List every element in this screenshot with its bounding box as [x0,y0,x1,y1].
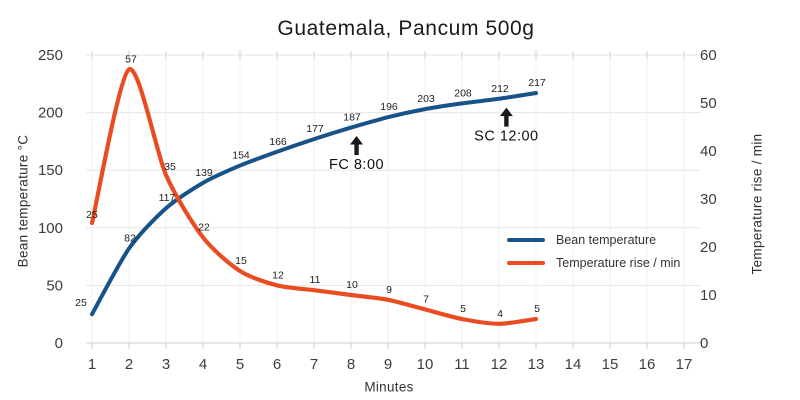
bean-temp-value-label: 82 [124,233,136,245]
x-tick-label: 4 [199,356,207,373]
up-arrow-icon [499,107,513,127]
temp-rise-value-label: 11 [310,274,321,286]
temp-rise-value-label: 5 [460,303,466,315]
bean-temp-value-label: 117 [159,192,176,204]
legend-label: Temperature rise / min [556,256,681,270]
temp-rise-value-label: 7 [423,293,429,305]
temp-rise-value-label: 10 [346,279,358,291]
x-tick-label: 1 [88,356,96,373]
x-tick-label: 9 [384,356,392,373]
bean-temp-value-label: 217 [528,77,546,89]
x-tick-label: 11 [454,356,470,373]
temp-rise-value-label: 15 [235,255,247,267]
y-axis-title-right: Temperature rise / min [749,133,765,275]
x-axis-title: Minutes [364,379,414,395]
tick-marks [91,51,685,349]
y-right-tick-label: 10 [700,287,717,304]
temp-rise-value-label: 9 [386,284,392,296]
temp-rise-value-label: 12 [272,269,284,281]
y-axis-title-left: Bean temperature °C [15,134,31,268]
y-right-tick-label: 40 [700,143,717,160]
y-left-tick-label: 50 [46,277,63,294]
bean-temp-value-label: 166 [269,136,287,148]
gridlines [86,54,701,344]
y-right-tick-label: 50 [700,95,717,112]
tick-labels: 1 2 3 4 5 6 7 8 9 10 11 12 13 14 15 16 17050100150200250… [38,47,717,373]
annotations: FC 8:00 SC 12:00 [329,107,538,173]
y-right-tick-label: 0 [700,335,708,352]
x-tick-label: 13 [528,356,545,373]
temp-rise-value-label: 4 [497,308,503,320]
bean-temp-value-label: 25 [75,297,87,309]
x-tick-label: 12 [491,356,508,373]
temperature-rise-line [89,67,539,326]
series-lines [89,67,539,326]
bean-temp-value-label: 154 [232,150,250,162]
temp-rise-value-label: 5 [534,303,540,315]
annotation-label: SC 12:00 [474,129,538,145]
temp-rise-value-label: 57 [125,53,137,65]
chart-title: Guatemala, Pancum 500g [277,17,535,40]
x-tick-label: 15 [602,356,619,373]
temp-rise-value-label: 22 [198,221,210,233]
annotation-label: FC 8:00 [329,157,384,173]
bean-temp-value-label: 212 [491,83,509,95]
x-tick-label: 6 [273,356,281,373]
legend-item-bean-temperature: Bean temperature [507,233,680,247]
temp-rise-value-label: 35 [164,161,176,173]
bean-temp-value-label: 139 [195,167,213,179]
y-left-tick-label: 200 [38,105,63,122]
y-left-tick-label: 150 [38,162,63,179]
bean-temp-value-label: 203 [417,93,435,105]
x-tick-label: 3 [162,356,170,373]
x-tick-label: 16 [639,356,656,373]
legend-item-temperature-rise: Temperature rise / min [507,256,680,270]
bean-temperature-line [90,91,538,317]
y-left-tick-label: 100 [38,220,63,237]
legend-label: Bean temperature [556,233,657,247]
y-right-tick-label: 60 [700,47,717,64]
temperature-rise-swatch [507,261,545,265]
x-tick-label: 7 [310,356,318,373]
x-tick-label: 8 [347,356,355,373]
y-left-tick-label: 0 [55,335,63,352]
y-right-tick-label: 20 [700,239,717,256]
bean-temp-value-label: 177 [306,123,324,135]
x-tick-label: 14 [565,356,582,373]
bean-temperature-swatch [507,238,545,242]
x-tick-label: 17 [676,356,693,373]
y-left-tick-label: 250 [38,47,63,64]
bean-temp-value-label: 187 [343,112,361,124]
x-tick-label: 2 [125,356,133,373]
bean-temp-value-label: 208 [454,87,472,99]
bean-temp-value-label: 196 [380,101,398,113]
legend: Bean temperature Temperature rise / min [507,233,680,279]
temp-rise-value-label: 25 [86,209,98,221]
up-arrow-icon [350,136,364,156]
y-right-tick-label: 30 [700,191,717,208]
x-tick-label: 5 [236,356,244,373]
x-tick-label: 10 [417,356,434,373]
